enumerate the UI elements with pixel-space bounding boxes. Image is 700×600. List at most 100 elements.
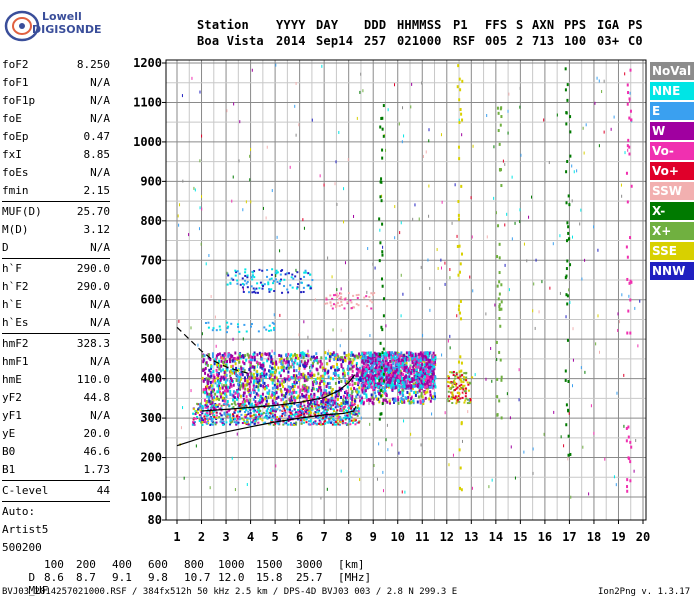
echo-point xyxy=(269,370,272,374)
echo-point xyxy=(357,378,360,382)
echo-point xyxy=(498,308,501,312)
echo-point xyxy=(298,364,300,368)
echo-point xyxy=(372,359,375,363)
echo-point xyxy=(233,357,236,361)
header-label: DDD xyxy=(364,18,387,32)
echo-point xyxy=(336,422,339,425)
echo-point xyxy=(252,372,255,376)
echo-point xyxy=(287,423,290,426)
echo-point xyxy=(258,398,261,402)
echo-traces xyxy=(177,63,641,500)
echo-point xyxy=(384,367,387,371)
echo-point xyxy=(400,351,403,355)
echo-point xyxy=(331,412,334,415)
polarization-legend: NoVal NNE E W Vo- Vo+ SSW X- X+ SSE NNW xyxy=(650,62,694,282)
echo-point xyxy=(266,359,269,363)
echo-point xyxy=(275,274,277,278)
echo-point xyxy=(297,376,300,380)
echo-point xyxy=(268,329,271,332)
echo-point xyxy=(357,381,360,385)
echo-point xyxy=(359,376,362,380)
echo-point xyxy=(345,380,348,384)
echo-point xyxy=(349,416,352,419)
echo-point xyxy=(266,416,269,419)
echo-point xyxy=(381,253,384,257)
echo-point xyxy=(289,407,292,410)
x-tick-label: 4 xyxy=(247,530,254,544)
echo-point xyxy=(275,464,277,468)
echo-point xyxy=(281,379,284,383)
legend-entry: NoVal xyxy=(650,62,694,80)
echo-point xyxy=(304,365,307,369)
echo-point xyxy=(359,394,362,398)
echo-point xyxy=(279,249,281,253)
echo-point xyxy=(295,133,297,137)
echo-point xyxy=(362,384,365,388)
lowell-digisonde-logo: Lowell DIGISONDE xyxy=(4,6,124,46)
echo-point xyxy=(331,352,334,356)
echo-point xyxy=(365,351,368,355)
echo-point xyxy=(288,416,291,419)
echo-point xyxy=(253,270,256,273)
echo-point xyxy=(582,445,584,449)
echo-point xyxy=(449,397,452,400)
echo-point xyxy=(404,386,407,390)
echo-point xyxy=(272,423,275,426)
echo-point xyxy=(230,365,233,369)
echo-point xyxy=(313,400,316,404)
echo-point xyxy=(283,411,286,414)
echo-point xyxy=(380,199,383,203)
muf-unit: [MHz] xyxy=(338,571,372,584)
x-tick-label: 12 xyxy=(440,530,454,544)
echo-point xyxy=(430,362,433,366)
echo-point xyxy=(372,262,374,266)
echo-point xyxy=(430,358,433,362)
echo-point xyxy=(301,392,304,396)
param-label: D xyxy=(2,241,9,254)
echo-point xyxy=(500,184,503,188)
echo-point xyxy=(247,354,250,358)
echo-point xyxy=(629,236,632,240)
echo-point xyxy=(601,90,603,94)
echo-point xyxy=(217,364,220,368)
echo-point xyxy=(236,396,239,400)
echo-point xyxy=(194,188,196,192)
echo-point xyxy=(251,355,254,359)
echo-point xyxy=(240,354,243,358)
echo-point xyxy=(283,278,286,281)
echo-point xyxy=(396,379,399,383)
echo-point xyxy=(213,362,216,366)
echo-point xyxy=(303,275,306,278)
echo-point xyxy=(457,145,460,149)
echo-point xyxy=(355,413,358,416)
echo-point xyxy=(268,288,271,291)
echo-point xyxy=(291,399,294,403)
echo-point xyxy=(336,366,339,370)
echo-point xyxy=(246,421,249,424)
echo-point xyxy=(249,408,252,411)
echo-point xyxy=(336,358,339,362)
echo-point xyxy=(337,405,340,408)
echo-point xyxy=(610,127,612,131)
echo-point xyxy=(286,288,289,291)
echo-point xyxy=(218,398,221,402)
param-value: 46.6 xyxy=(83,445,111,458)
echo-point xyxy=(565,293,568,297)
echo-point xyxy=(246,280,249,283)
echo-point xyxy=(327,403,330,406)
echo-point xyxy=(267,283,270,286)
echo-point xyxy=(334,368,337,372)
y-tick-label: 200 xyxy=(140,451,162,465)
echo-point xyxy=(355,367,358,371)
echo-point xyxy=(310,405,313,408)
echo-point xyxy=(214,381,217,385)
echo-point xyxy=(204,406,207,409)
echo-point xyxy=(317,412,320,415)
echo-point xyxy=(273,396,276,400)
param-row: foF1p N/A xyxy=(2,92,110,110)
echo-point xyxy=(372,385,375,389)
echo-point xyxy=(234,269,237,272)
legend-entry: X+ xyxy=(650,222,694,240)
echo-point xyxy=(571,384,573,388)
echo-point xyxy=(498,271,501,275)
